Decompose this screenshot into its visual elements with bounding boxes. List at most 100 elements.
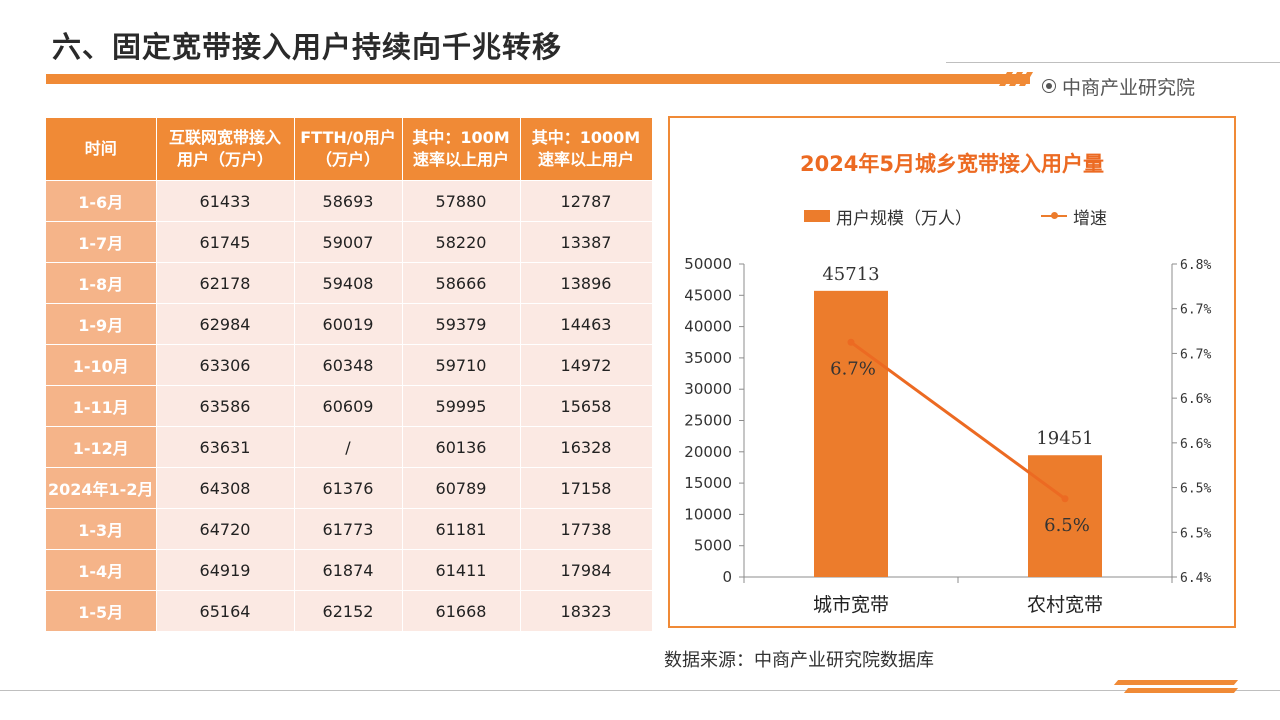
table-cell: 61874 bbox=[294, 549, 403, 591]
table-period-cell: 1-11月 bbox=[46, 385, 157, 427]
table-cell: 59408 bbox=[294, 262, 403, 304]
table-row: 1-10月 63306 60348 59710 14972 bbox=[46, 344, 653, 386]
table-cell: 59007 bbox=[294, 221, 403, 263]
y-right-tick-label: 6.6% bbox=[1180, 437, 1211, 452]
table-cell: 63631 bbox=[156, 426, 295, 468]
y-right-tick-label: 6.7% bbox=[1180, 347, 1211, 362]
table-row: 1-4月 64919 61874 61411 17984 bbox=[46, 549, 653, 591]
table-cell: 61376 bbox=[294, 467, 403, 509]
table-period-cell: 1-7月 bbox=[46, 221, 157, 263]
table-header-cell: 其中：1000M 速率以上用户 bbox=[520, 118, 653, 181]
table-body: 1-6月 61433 58693 57880 12787 1-7月 61745 59007 58… bbox=[46, 180, 653, 632]
chart-plot: 0 5000 10000 15000 20000 25000 30000 35000 40000… bbox=[684, 255, 1211, 616]
table-period-cell: 1-12月 bbox=[46, 426, 157, 468]
table-row: 1-9月 62984 60019 59379 14463 bbox=[46, 303, 653, 345]
x-category-label: 城市宽带 bbox=[813, 594, 889, 616]
table-cell: 64919 bbox=[156, 549, 295, 591]
y-right-tick-label: 6.5% bbox=[1180, 482, 1211, 497]
table-cell: 60609 bbox=[294, 385, 403, 427]
chart-title: 2024年5月城乡宽带接入用户量 bbox=[799, 152, 1105, 176]
table-cell: 61433 bbox=[156, 180, 295, 222]
y-left-tick-label: 45000 bbox=[684, 286, 732, 304]
table-row: 1-3月 64720 61773 61181 17738 bbox=[46, 508, 653, 550]
bar-1 bbox=[1028, 455, 1102, 577]
page-title: 六、固定宽带接入用户持续向千兆转移 bbox=[52, 30, 563, 64]
table-row: 2024年1-2月 64308 61376 60789 17158 bbox=[46, 467, 653, 509]
table-cell: 64720 bbox=[156, 508, 295, 550]
table-cell: 17738 bbox=[520, 508, 653, 550]
table-period-cell: 1-10月 bbox=[46, 344, 157, 386]
table-cell: 17984 bbox=[520, 549, 653, 591]
table-period-cell: 1-3月 bbox=[46, 508, 157, 550]
table-period-cell: 1-4月 bbox=[46, 549, 157, 591]
growth-point-0 bbox=[847, 338, 855, 346]
table-row: 1-7月 61745 59007 58220 13387 bbox=[46, 221, 653, 263]
table-cell: 62178 bbox=[156, 262, 295, 304]
table-period-cell: 2024年1-2月 bbox=[46, 467, 157, 509]
title-underline-bar bbox=[46, 74, 1030, 84]
table-cell: 58693 bbox=[294, 180, 403, 222]
legend-line-swatch bbox=[1041, 212, 1067, 219]
y-left-tick-label: 50000 bbox=[684, 255, 732, 273]
table-cell: 17158 bbox=[520, 467, 653, 509]
y-left-tick-label: 40000 bbox=[684, 318, 732, 336]
y-left-tick-label: 0 bbox=[722, 568, 732, 586]
table-row: 1-12月 63631/60136 16328 bbox=[46, 426, 653, 468]
y-right-tick-label: 6.4% bbox=[1180, 571, 1211, 586]
bar-data-label: 19451 bbox=[1036, 428, 1093, 449]
table-cell: 57880 bbox=[402, 180, 521, 222]
table-cell: 12787 bbox=[520, 180, 653, 222]
chart-panel: 2024年5月城乡宽带接入用户量 用户规模（万人） 增速 0 5000 10000 1… bbox=[668, 116, 1236, 628]
table-cell: 13387 bbox=[520, 221, 653, 263]
bar-data-label: 45713 bbox=[822, 264, 879, 285]
brand-label: 中商产业研究院 bbox=[1042, 73, 1195, 100]
table-cell: 58220 bbox=[402, 221, 521, 263]
table-header-cell: FTTH/0用户 （万户） bbox=[294, 118, 403, 181]
table-cell: 13896 bbox=[520, 262, 653, 304]
y-left-tick-label: 15000 bbox=[684, 474, 732, 492]
table-row: 1-8月 62178 59408 58666 13896 bbox=[46, 262, 653, 304]
table-cell: 60348 bbox=[294, 344, 403, 386]
line-data-label: 6.5% bbox=[1044, 515, 1090, 536]
legend-bar-label: 用户规模（万人） bbox=[836, 209, 972, 229]
table-cell: 59710 bbox=[402, 344, 521, 386]
table-period-cell: 1-5月 bbox=[46, 590, 157, 632]
line-data-label: 6.7% bbox=[830, 358, 876, 379]
footer-stripe bbox=[1123, 688, 1239, 693]
legend-line-label: 增速 bbox=[1073, 209, 1107, 229]
brand-circle-icon bbox=[1042, 79, 1056, 93]
source-note: 数据来源：中商产业研究院数据库 bbox=[664, 650, 934, 671]
table-header-cell: 其中：100M 速率以上用户 bbox=[402, 118, 521, 181]
table-period-cell: 1-6月 bbox=[46, 180, 157, 222]
table-cell: 62984 bbox=[156, 303, 295, 345]
table-period-cell: 1-9月 bbox=[46, 303, 157, 345]
table-cell: 65164 bbox=[156, 590, 295, 632]
x-category-label: 农村宽带 bbox=[1027, 594, 1103, 616]
y-right-tick-label: 6.6% bbox=[1180, 392, 1211, 407]
y-right-tick-label: 6.7% bbox=[1180, 303, 1211, 318]
table-cell: 14972 bbox=[520, 344, 653, 386]
table-cell: 18323 bbox=[520, 590, 653, 632]
table-cell: 14463 bbox=[520, 303, 653, 345]
table-period-cell: 1-8月 bbox=[46, 262, 157, 304]
table-cell: 61668 bbox=[402, 590, 521, 632]
table-cell: 60019 bbox=[294, 303, 403, 345]
table-cell: 61745 bbox=[156, 221, 295, 263]
table-cell: 60136 bbox=[402, 426, 521, 468]
y-left-tick-label: 30000 bbox=[684, 380, 732, 398]
table-cell: / bbox=[294, 426, 403, 468]
y-left-tick-label: 10000 bbox=[684, 505, 732, 523]
table-cell: 15658 bbox=[520, 385, 653, 427]
table-cell: 59995 bbox=[402, 385, 521, 427]
table-cell: 61411 bbox=[402, 549, 521, 591]
bar-0 bbox=[814, 290, 888, 577]
growth-line bbox=[850, 341, 1066, 500]
table-cell: 58666 bbox=[402, 262, 521, 304]
table-header-row: 时间 互联网宽带接入 用户（万户） FTTH/0用户 （万户） 其中：100M 速率以上用户… bbox=[46, 118, 653, 181]
table-cell: 64308 bbox=[156, 467, 295, 509]
table-cell: 63306 bbox=[156, 344, 295, 386]
table-header-cell: 时间 bbox=[46, 118, 157, 181]
legend-bar-swatch bbox=[804, 210, 830, 222]
y-left-tick-label: 35000 bbox=[684, 349, 732, 367]
growth-point-1 bbox=[1061, 495, 1069, 503]
